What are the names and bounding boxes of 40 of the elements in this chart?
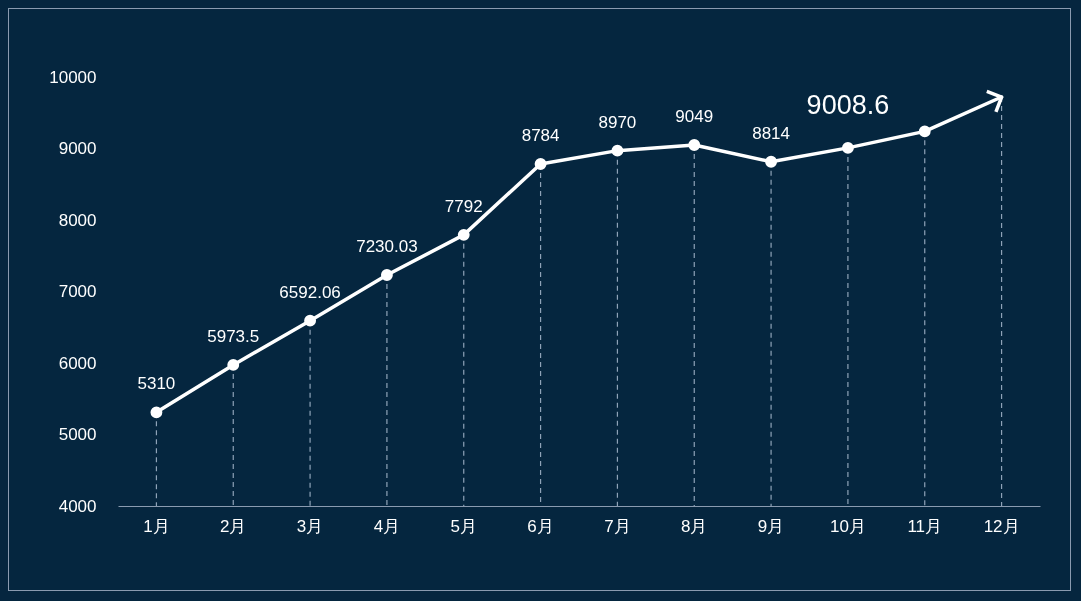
point [380, 269, 393, 281]
y-tick-label: 8000 [58, 210, 97, 230]
y-tick-label: 7000 [58, 282, 97, 301]
y-tick-label: 10000 [49, 67, 97, 87]
y-tick-label: 4000 [58, 496, 97, 516]
point [841, 141, 854, 154]
point [457, 228, 470, 241]
point [611, 144, 624, 157]
y-tick-label: 6000 [58, 353, 97, 373]
x-tick-label: 10月 [829, 516, 866, 536]
x-tick-label: 5月 [450, 516, 477, 536]
x-tick-label: 8月 [681, 516, 708, 536]
y-tick-label: 9000 [58, 139, 97, 158]
point [304, 314, 317, 327]
point [918, 125, 931, 138]
data-label: 9049 [675, 107, 714, 126]
x-tick-label: 12月 [983, 516, 1020, 536]
data-label: 5973.5 [207, 326, 260, 346]
y-tick-label: 5000 [58, 425, 97, 444]
point [765, 155, 778, 168]
x-tick-label: 3月 [296, 516, 324, 536]
data-label: 6592.06 [279, 282, 341, 302]
point [227, 358, 240, 371]
point [688, 139, 701, 151]
x-tick-label: 6月 [527, 516, 554, 536]
data-label: 8970 [598, 112, 637, 132]
annotation: 9008.6 [806, 89, 890, 120]
x-tick-label: 7月 [604, 516, 631, 536]
data-label: 7230.03 [356, 237, 418, 257]
point [150, 406, 163, 419]
x-tick-label: 2月 [220, 516, 247, 536]
x-tick-label: 11月 [907, 516, 943, 536]
point [534, 158, 547, 170]
data-label: 7792 [444, 196, 483, 216]
data-label: 8814 [752, 123, 790, 143]
data-label: 5310 [137, 374, 176, 394]
data-label: 8784 [521, 125, 560, 145]
x-tick-label: 1月 [143, 516, 170, 536]
x-tick-label: 4月 [373, 516, 401, 536]
x-tick-label: 9月 [757, 516, 785, 536]
